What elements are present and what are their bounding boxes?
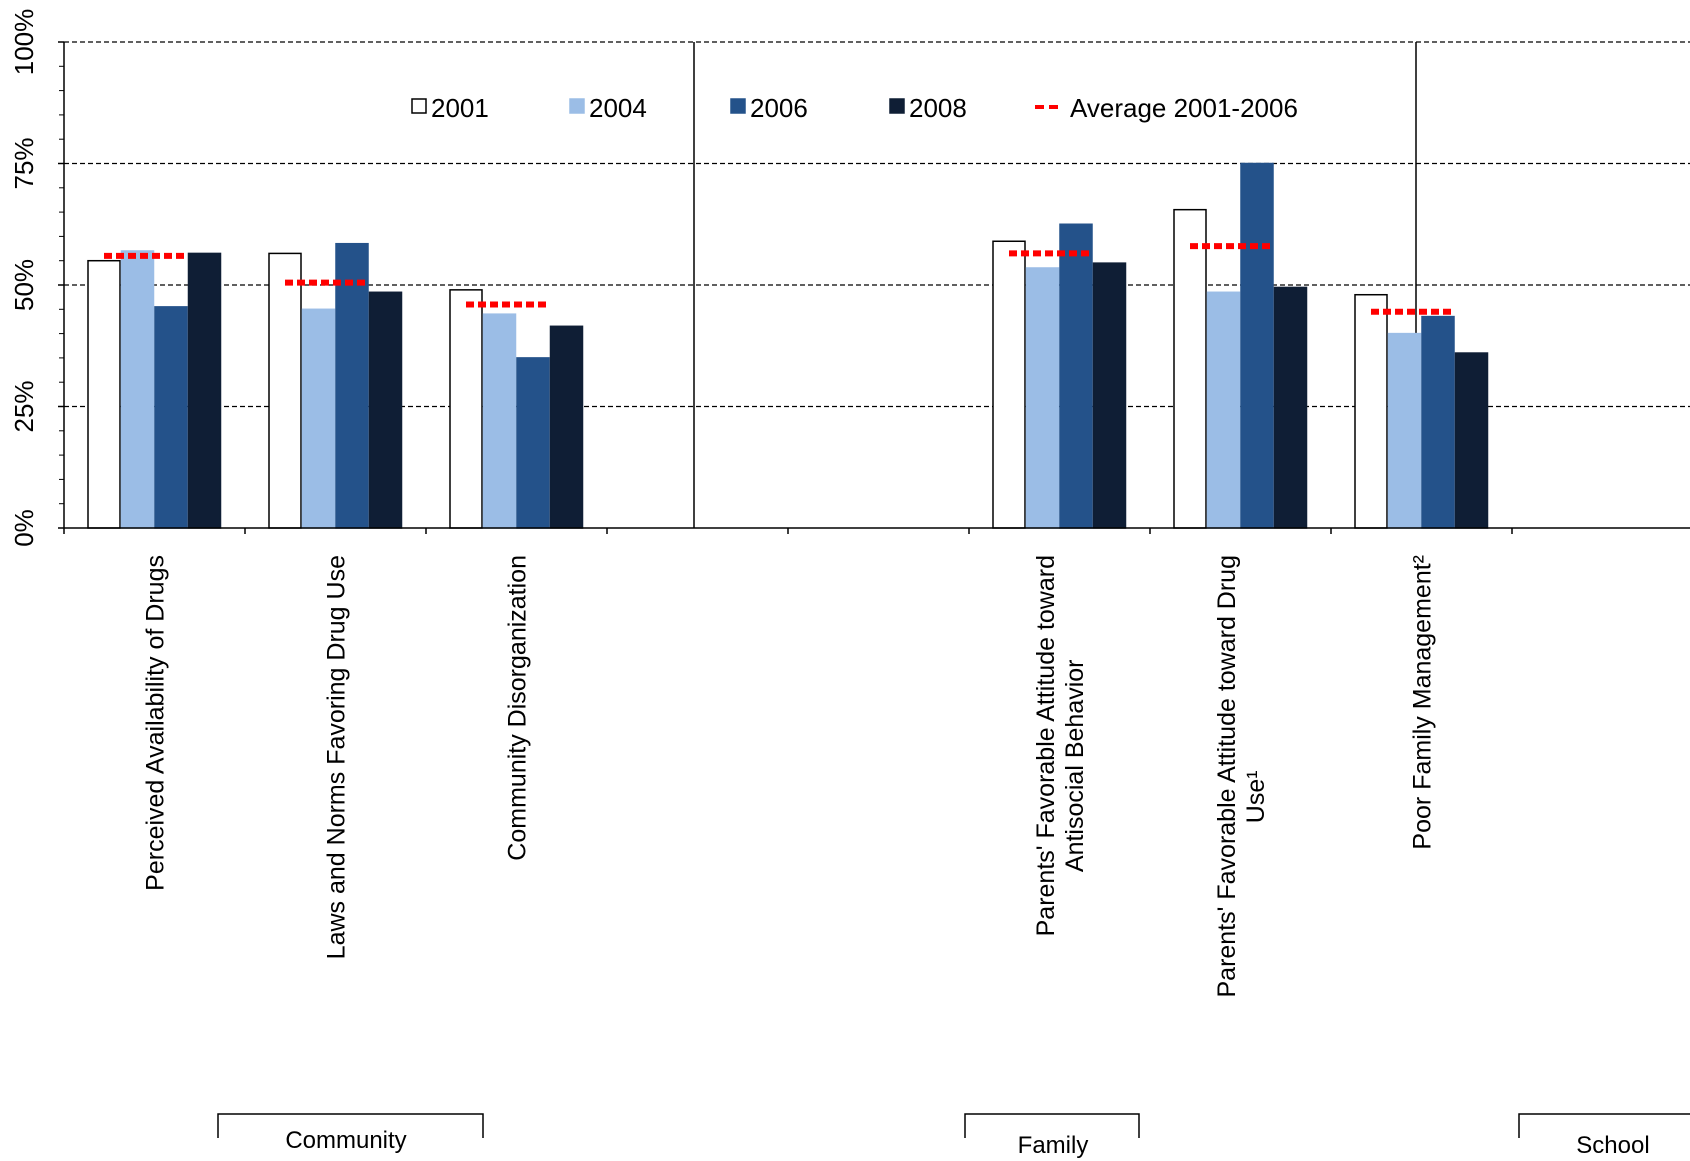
category-label-line: Use¹ [1242,770,1270,823]
legend-swatch-2001 [411,98,427,114]
bar-2001-cat-5 [992,240,1026,529]
bar-2004-cat-5 [1025,267,1060,529]
bar-2008-cat-0 [187,252,222,529]
bar-2004-cat-0 [120,250,155,529]
y-tick-label: 50% [9,259,39,311]
y-tick-label: 25% [9,380,39,432]
bar-2006-cat-1 [335,242,369,529]
bar-2004-cat-6 [1206,291,1241,529]
group-bracket-Community [217,1113,484,1138]
group-bracket-School [1518,1113,1690,1138]
bar-2008-cat-7 [1454,352,1489,529]
bar-2008-cat-5 [1092,262,1127,529]
bar-2004-cat-2 [482,313,517,529]
legend-swatch-2004 [569,98,585,114]
bar-2006-cat-0 [154,306,188,529]
bar-2008-cat-1 [368,291,403,529]
legend-label: 2008 [909,93,967,123]
category-label-line: Parents' Favorable Attitude toward Drug [1213,555,1241,998]
bar-2001-cat-2 [449,289,483,529]
category-label: Parents' Favorable Attitude towardAntiso… [1032,555,1089,936]
y-tick-label: 75% [9,137,39,189]
bar-2008-cat-2 [549,325,584,529]
category-label: Laws and Norms Favoring Drug Use [323,555,351,959]
bar-2008-cat-6 [1273,286,1308,529]
legend-label: 2004 [589,93,647,123]
category-label-line: Parents' Favorable Attitude toward [1032,555,1060,936]
category-label: Poor Family Management² [1409,555,1437,850]
category-label-line: Perceived Availability of Drugs [142,555,170,891]
bar-2006-cat-6 [1240,162,1274,529]
bar-2001-cat-1 [268,252,302,529]
group-label: Community [285,1127,406,1154]
bar-2001-cat-6 [1173,208,1207,529]
bar-2001-cat-0 [87,259,121,529]
legend-label: 2006 [750,93,808,123]
bar-2006-cat-5 [1059,223,1093,529]
category-label: Perceived Availability of Drugs [142,555,170,891]
legend-swatch-2008 [889,98,905,114]
bar-2004-cat-7 [1387,332,1422,529]
category-label-line: Community Disorganization [504,555,532,861]
category-label-line: Poor Family Management² [1409,555,1437,850]
legend-swatch-2006 [730,98,746,114]
category-label: Parents' Favorable Attitude toward DrugU… [1213,555,1270,998]
bar-2004-cat-1 [301,308,336,529]
bar-2006-cat-7 [1421,315,1455,529]
category-label: Community Disorganization [504,555,532,861]
legend-label: 2001 [431,93,489,123]
group-label: School [1576,1132,1649,1159]
group-bracket-Family [964,1113,1140,1138]
category-label-line: Laws and Norms Favoring Drug Use [323,555,351,959]
y-tick-label: 0% [9,509,39,547]
legend-label: Average 2001-2006 [1070,93,1298,123]
bar-2001-cat-7 [1354,293,1388,529]
bar-2006-cat-2 [516,357,550,529]
category-label-line: Antisocial Behavior [1061,659,1089,872]
group-label: Family [1018,1132,1089,1159]
y-tick-label: 100% [9,9,39,76]
